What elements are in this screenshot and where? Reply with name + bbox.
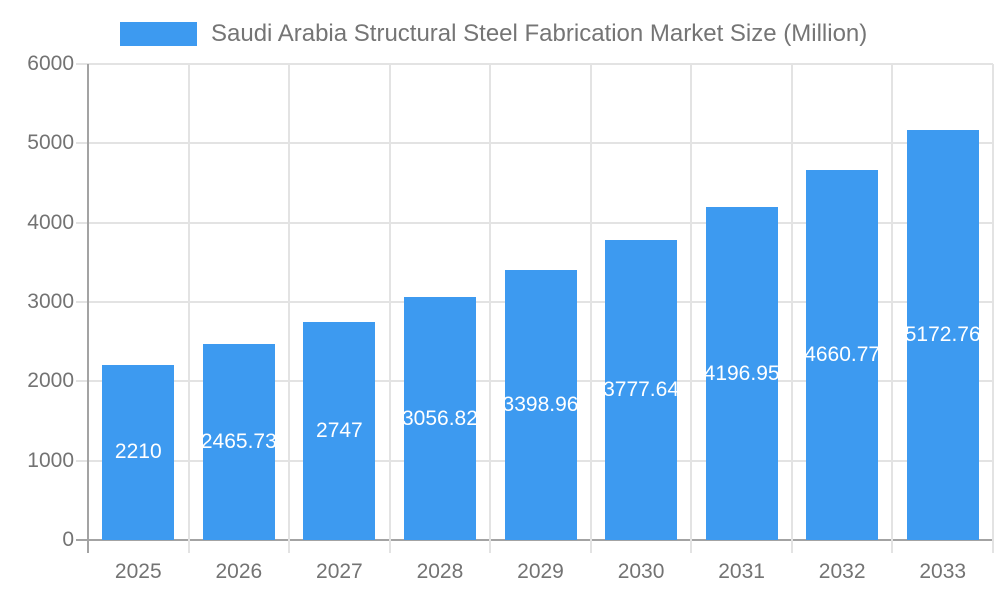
y-tick-label: 3000 bbox=[27, 290, 74, 313]
gridline-vertical bbox=[992, 64, 994, 553]
bar bbox=[303, 322, 376, 540]
bar-value-label: 4660.77 bbox=[804, 343, 881, 367]
gridline-vertical bbox=[690, 64, 693, 553]
bar-value-label: 3056.82 bbox=[401, 406, 478, 430]
gridline-vertical bbox=[891, 64, 894, 553]
legend-item[interactable]: Saudi Arabia Structural Steel Fabricatio… bbox=[120, 20, 867, 48]
bar bbox=[403, 297, 476, 540]
bar bbox=[202, 344, 275, 540]
x-tick-label: 2026 bbox=[215, 560, 263, 583]
bar bbox=[102, 364, 175, 540]
gridline-vertical bbox=[388, 64, 391, 553]
gridline-vertical bbox=[589, 64, 592, 553]
x-tick-label: 2032 bbox=[818, 560, 866, 583]
y-tick-label: 2000 bbox=[27, 369, 74, 393]
legend-swatch bbox=[120, 22, 197, 46]
x-tick-label: 2030 bbox=[617, 560, 665, 583]
y-axis-line bbox=[87, 64, 89, 553]
gridline-horizontal bbox=[76, 221, 993, 224]
x-tick-label: 2029 bbox=[517, 560, 564, 583]
x-tick-label: 2031 bbox=[718, 560, 765, 583]
legend-label: Saudi Arabia Structural Steel Fabricatio… bbox=[211, 20, 868, 47]
bar-value-label: 2465.73 bbox=[200, 430, 277, 454]
gridline-horizontal bbox=[76, 142, 993, 145]
bar bbox=[705, 207, 778, 540]
bar bbox=[605, 240, 678, 540]
gridline-vertical bbox=[489, 64, 492, 553]
gridline-vertical bbox=[790, 64, 793, 553]
y-tick-label: 6000 bbox=[27, 52, 74, 75]
bar bbox=[504, 270, 577, 540]
y-tick-label: 0 bbox=[62, 528, 74, 551]
x-tick-label: 2027 bbox=[316, 560, 363, 583]
gridline-vertical bbox=[187, 64, 190, 553]
bar-value-label: 4196.95 bbox=[703, 361, 780, 385]
x-axis-line bbox=[76, 539, 993, 541]
gridline-horizontal bbox=[76, 63, 993, 65]
bar-value-label: 5172.76 bbox=[904, 322, 981, 346]
bar-value-label: 2747 bbox=[316, 419, 363, 443]
bar-value-label: 3398.96 bbox=[502, 393, 579, 417]
gridline-vertical bbox=[288, 64, 291, 553]
y-tick-label: 5000 bbox=[27, 131, 74, 155]
x-tick-label: 2028 bbox=[416, 560, 464, 583]
bar-value-label: 2210 bbox=[114, 440, 162, 464]
y-tick-label: 1000 bbox=[27, 448, 74, 472]
bar bbox=[806, 170, 879, 540]
bar bbox=[906, 129, 979, 540]
y-tick-label: 4000 bbox=[27, 210, 74, 234]
x-tick-label: 2033 bbox=[919, 560, 967, 583]
bar-value-label: 3777.64 bbox=[603, 378, 680, 402]
x-tick-label: 2025 bbox=[114, 560, 162, 583]
